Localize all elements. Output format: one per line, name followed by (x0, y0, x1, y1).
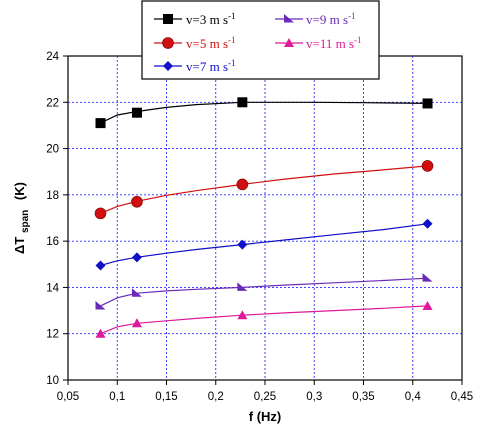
fit-line-series-2 (100, 165, 428, 214)
legend-label: v=9 m s-1 (306, 11, 356, 27)
y-tick-label: 22 (46, 97, 59, 109)
x-tick-label: 0,4 (405, 391, 422, 403)
data-point-series-3 (422, 218, 433, 229)
data-point-series-2 (236, 178, 249, 191)
data-point-series-5 (95, 328, 106, 338)
data-point-series-5 (131, 318, 142, 328)
data-point-series-1 (422, 98, 433, 109)
fit-line-series-5 (100, 305, 428, 335)
y-tick-label: 24 (46, 51, 59, 63)
legend-label-main: v=9 m s (306, 12, 348, 27)
x-tick-label: 0,05 (57, 391, 79, 403)
data-point-series-3 (237, 239, 248, 250)
data-points (94, 97, 434, 338)
legend-label-sup: -1 (354, 35, 362, 45)
x-tick-label: 0,45 (451, 391, 473, 403)
legend-label-sup: -1 (228, 11, 236, 21)
fit-line-series-4 (100, 277, 428, 307)
data-point-series-2 (421, 160, 434, 172)
data-point-series-3 (131, 252, 142, 263)
fit-line-series-3 (100, 223, 428, 266)
legend-label: v=7 m s-1 (186, 58, 236, 74)
x-tick-label: 0,35 (352, 391, 374, 403)
y-tick-label: 12 (46, 329, 59, 341)
x-axis-ticks: 0,05 0,1 0,15 0,2 0,25 0,3 0,35 0,4 0,45 (57, 380, 473, 403)
legend-label: v=5 m s-1 (186, 35, 236, 51)
y-tick-label: 18 (46, 190, 59, 202)
data-point-series-4 (95, 300, 106, 310)
legend-marker (163, 14, 173, 24)
y-axis-ticks: 10 12 14 16 18 20 22 24 (46, 51, 68, 387)
legend: v=3 m s-1 v=9 m s-1v=5 m s-1 v=11 m s-1v=7… (141, 0, 380, 80)
data-point-series-5 (422, 300, 433, 310)
x-tick-label: 0,2 (208, 391, 224, 403)
data-point-series-1 (95, 118, 106, 129)
x-tick-label: 0,25 (254, 391, 276, 403)
gridlines (68, 56, 462, 380)
legend-marker (162, 37, 174, 49)
data-point-series-1 (237, 97, 248, 108)
y-axis-title-main: ΔT (12, 237, 27, 254)
legend-label-sup: -1 (228, 58, 236, 68)
data-point-series-3 (95, 260, 106, 271)
legend-label-main: v=5 m s (186, 36, 228, 51)
legend-marker (284, 38, 294, 47)
data-point-series-4 (237, 282, 248, 291)
legend-label: v=11 m s-1 (306, 35, 362, 51)
svg-text:ΔT span (K): ΔT span (K) (12, 182, 31, 254)
data-point-series-4 (422, 273, 433, 282)
y-axis-title-unit: (K) (12, 182, 27, 200)
y-axis-title-sub: span (20, 210, 31, 233)
legend-label-sup: -1 (228, 35, 236, 45)
data-point-series-5 (237, 310, 248, 320)
legend-label-main: v=11 m s (306, 36, 354, 51)
legend-label-main: v=3 m s (186, 12, 228, 27)
data-point-series-2 (94, 207, 107, 220)
data-point-series-1 (131, 107, 142, 118)
legend-label-sup: -1 (348, 11, 356, 21)
x-tick-label: 0,3 (306, 391, 322, 403)
data-point-series-4 (131, 288, 142, 297)
y-tick-label: 14 (46, 282, 59, 294)
y-tick-label: 10 (46, 375, 59, 387)
fit-line-series-1 (100, 101, 428, 124)
x-axis-title: f (Hz) (249, 409, 282, 424)
x-tick-label: 0,1 (109, 391, 125, 403)
y-axis-title: ΔT span (K) (12, 182, 31, 254)
legend-label-main: v=7 m s (186, 59, 228, 74)
legend-label: v=3 m s-1 (186, 11, 236, 27)
y-tick-label: 16 (46, 236, 59, 248)
legend-marker (284, 14, 294, 23)
y-tick-label: 20 (46, 144, 59, 156)
fit-lines (100, 101, 428, 335)
x-tick-label: 0,15 (155, 391, 177, 403)
data-point-series-2 (131, 196, 143, 208)
legend-marker (163, 61, 173, 71)
